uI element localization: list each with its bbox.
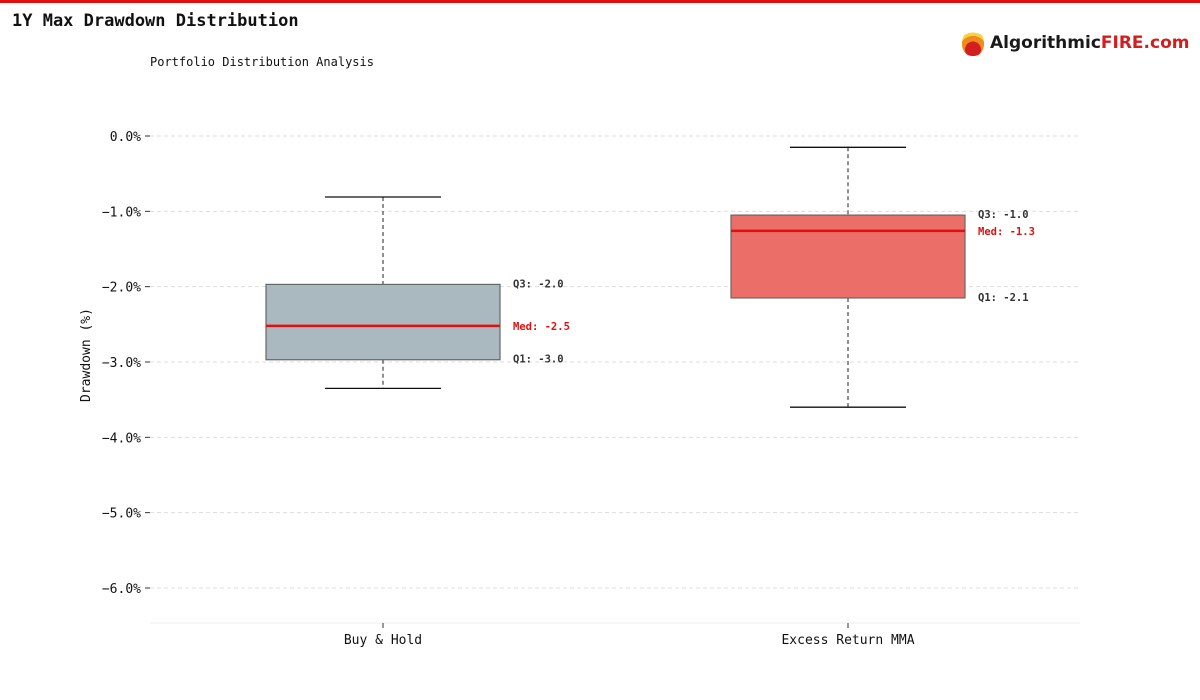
top-accent-bar [0,0,1200,3]
x-tick-label: Buy & Hold [344,633,422,648]
median-label: Med: -1.3 [978,226,1035,238]
y-tick-label: −6.0% [102,582,141,597]
y-axis-label: Drawdown (%) [79,308,94,402]
iqr-box [730,214,966,299]
chart-subtitle: Portfolio Distribution Analysis [150,55,374,69]
y-tick-label: −5.0% [102,507,141,522]
logo-text-main: Algorithmic [990,33,1101,53]
flame-icon [962,30,984,56]
y-tick-label: 0.0% [110,130,141,145]
q3-label: Q3: -2.0 [513,278,564,290]
x-tick-label: Excess Return MMA [781,633,914,648]
q1-label: Q1: -2.1 [978,292,1029,304]
brand-logo: Algorithmic FIRE.com [962,30,1189,56]
q3-label: Q3: -1.0 [978,209,1029,221]
median-label: Med: -2.5 [513,321,570,333]
y-tick-label: −4.0% [102,431,141,446]
q1-label: Q1: -3.0 [513,354,564,366]
chart-title: 1Y Max Drawdown Distribution [12,11,299,31]
y-tick-label: −3.0% [102,356,141,371]
y-tick-label: −2.0% [102,281,141,296]
y-tick-label: −1.0% [102,205,141,220]
iqr-box [265,283,501,361]
logo-text-accent: FIRE.com [1100,33,1190,53]
